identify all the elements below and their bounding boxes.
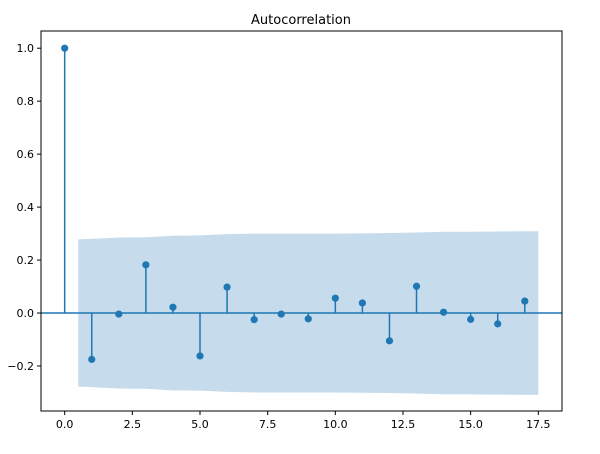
x-tick-label: 15.0	[458, 418, 483, 431]
stem-marker	[412, 282, 421, 290]
x-tick-label: 12.5	[391, 418, 416, 431]
stem-marker	[250, 316, 258, 324]
x-tick-label: 2.5	[124, 418, 142, 431]
axes-frame	[40, 30, 563, 412]
stem-marker	[196, 352, 204, 360]
stem-marker	[358, 299, 366, 307]
y-tick-label: 1.0	[17, 42, 35, 55]
x-tick-label: 5.0	[191, 418, 209, 431]
stem-marker	[521, 297, 529, 305]
x-tick-label: 7.5	[259, 418, 277, 431]
chart-title: Autocorrelation	[251, 13, 351, 28]
plot-area: 0.0 2.5 5.0 7.5 10.0 12.5 15.0 17.5 −0.2 0.0 0.2 0.…	[7, 30, 563, 431]
y-tick-label: 0.6	[17, 148, 35, 161]
stem-marker	[385, 337, 394, 345]
y-tick-label: 0.0	[17, 307, 35, 320]
stem-marker	[223, 283, 231, 291]
y-tick-label: 0.4	[17, 201, 35, 214]
stem-marker	[169, 303, 177, 311]
stem-marker	[304, 315, 312, 323]
stem-marker	[277, 310, 285, 318]
x-tick-label: 17.5	[526, 418, 551, 431]
stem-marker	[115, 310, 123, 318]
stem-marker	[61, 44, 69, 52]
y-tick-label: 0.2	[17, 254, 35, 267]
y-tick-label: 0.8	[17, 95, 35, 108]
stem-marker	[88, 355, 96, 363]
x-tick-label: 0.0	[56, 418, 74, 431]
stem-marker	[467, 315, 475, 323]
stem-marker	[331, 294, 339, 302]
stem-marker	[142, 261, 150, 269]
stem-marker	[494, 320, 502, 328]
y-tick-label: −0.2	[7, 360, 34, 373]
stem-marker	[439, 308, 448, 316]
x-tick-label: 10.0	[323, 418, 348, 431]
